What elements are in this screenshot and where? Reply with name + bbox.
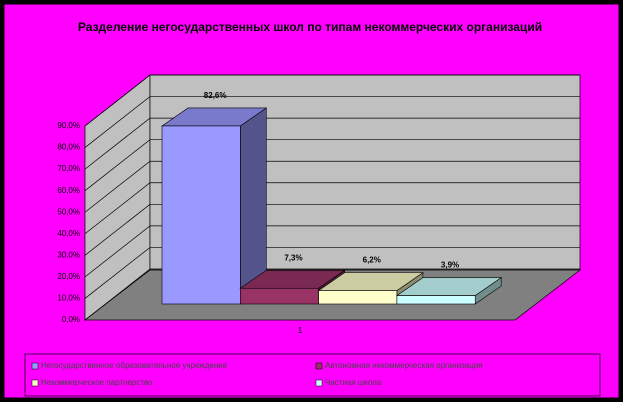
legend-box bbox=[24, 353, 601, 397]
grid-line bbox=[84, 96, 580, 148]
y-tick-label: 10,0% bbox=[57, 294, 80, 303]
data-label: 82,6% bbox=[204, 91, 227, 100]
grid-line bbox=[84, 225, 580, 278]
legend-label: Частная школа bbox=[325, 378, 382, 387]
legend-label: Автономная некоммерческая организация bbox=[325, 361, 483, 370]
legend-label: Негосударственное образовательное учрежд… bbox=[41, 361, 228, 370]
grid-line bbox=[84, 182, 580, 235]
chart-title: Разделение негосударственных школ по тип… bbox=[77, 20, 543, 34]
bar bbox=[161, 125, 241, 305]
y-tick-label: 30,0% bbox=[57, 250, 80, 259]
legend-swatch bbox=[315, 362, 323, 370]
y-tick-label: 0,0% bbox=[62, 315, 80, 324]
data-label: 3,9% bbox=[441, 261, 459, 270]
y-tick-label: 70,0% bbox=[57, 164, 80, 173]
y-tick-label: 20,0% bbox=[57, 272, 80, 281]
legend-swatch bbox=[31, 362, 39, 370]
grid-line bbox=[84, 74, 580, 127]
grid-line bbox=[84, 139, 580, 191]
grid-line bbox=[84, 247, 580, 299]
bar bbox=[240, 287, 319, 305]
legend-swatch bbox=[315, 379, 323, 387]
x-tick-label: 1 bbox=[298, 326, 303, 335]
legend-swatch bbox=[31, 379, 39, 387]
data-label: 7,3% bbox=[284, 253, 302, 262]
grid-line bbox=[84, 268, 580, 321]
y-tick-label: 50,0% bbox=[57, 207, 80, 216]
y-tick-label: 60,0% bbox=[57, 186, 80, 195]
bar bbox=[396, 295, 476, 305]
legend-label: Некоммерческое партнерство bbox=[41, 378, 153, 387]
bar bbox=[318, 290, 398, 305]
data-label: 6,2% bbox=[363, 256, 381, 265]
grid-line bbox=[84, 117, 580, 170]
grid-line bbox=[84, 160, 580, 213]
grid-line bbox=[84, 203, 580, 256]
y-tick-label: 40,0% bbox=[57, 229, 80, 238]
y-tick-label: 80,0% bbox=[57, 143, 80, 152]
y-tick-label: 90,0% bbox=[57, 121, 80, 130]
